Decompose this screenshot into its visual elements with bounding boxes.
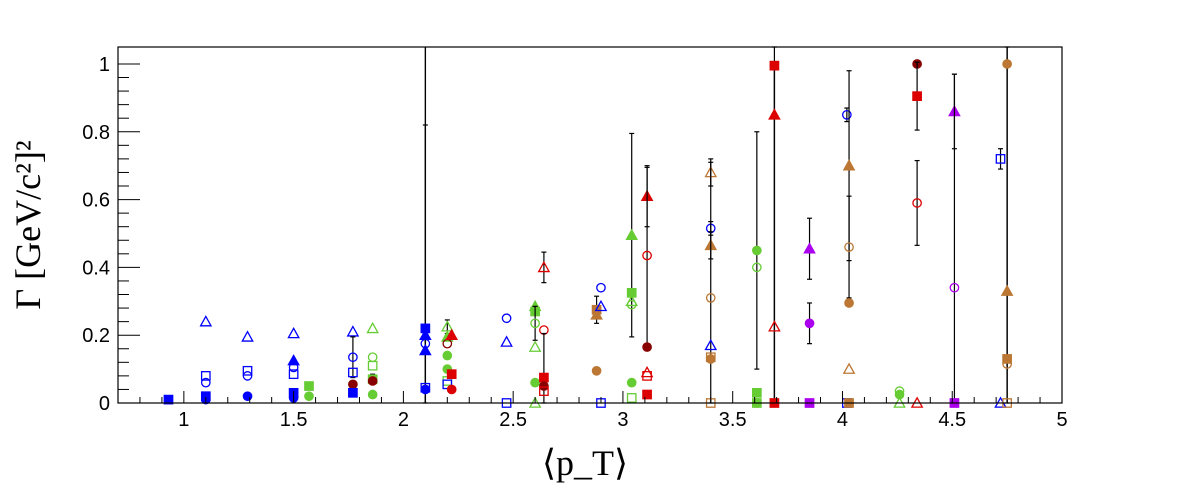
data-point-circle [501,313,512,324]
data-point-circle [596,282,606,293]
tick-labels: 1 1.5 2 2.5 3 3.5 4 4.5 5 0 0.2 0.4 0.6 0.8 1 [82,54,1067,431]
data-point-square [539,386,549,396]
y-tick-label: 0.6 [82,190,110,212]
data-point-square [642,371,652,381]
data-point-circle [705,354,716,364]
data-point-circle [367,389,378,400]
data-point-circle [626,299,637,310]
data-point-circle [348,379,358,390]
data-point-square [304,381,314,391]
data-point-circle [1002,59,1012,69]
data-point-square [348,387,358,398]
x-tick-label: 4.5 [938,409,966,431]
data-point-circle [842,109,852,120]
data-point-circle [367,352,378,363]
x-tick-label: 2 [398,409,409,431]
data-point-triangle [500,335,513,347]
data-point-square [912,91,922,102]
data-point-circle [348,352,358,363]
data-point-triangle [594,299,608,312]
data-point-triangle [346,325,360,337]
data-point-triangle [287,326,300,339]
data-point-circle [591,365,602,376]
data-point-triangle [419,343,432,356]
data-point-triangle [445,328,458,341]
data-point-circle [420,384,431,395]
data-point-triangle [768,108,781,120]
data-point-triangle [803,242,816,254]
data-point-triangle [842,159,856,171]
data-point-triangle [287,354,300,366]
data-point-circle [200,377,211,388]
data-point-square [446,369,457,380]
data-point-triangle [241,330,254,342]
data-point-square [626,393,637,403]
data-point-circle [642,250,652,261]
y-tick-label: 0.2 [82,325,110,347]
data-point-circle [288,362,299,373]
data-point-circle [642,342,652,352]
data-point-square [200,371,211,381]
data-points [163,46,1014,408]
data-point-triangle [768,320,781,332]
data-point-triangle [590,308,603,320]
data-point-triangle [704,338,718,351]
data-point-triangle [842,362,856,374]
x-tick-label: 1 [178,409,189,431]
data-point-circle [539,381,549,391]
y-tick-label: 0.8 [82,122,110,144]
data-point-circle [304,391,314,402]
data-point-square [1002,354,1012,364]
data-point-square [995,154,1006,164]
data-point-square [163,394,174,405]
x-tick-label: 2.5 [499,409,527,431]
data-point-triangle [528,340,542,352]
data-point-square [539,372,549,383]
x-tick-label: 4 [837,409,848,431]
x-tick-label: 3 [617,409,628,431]
data-point-circle [912,198,922,208]
data-point-circle [844,242,854,252]
y-axis-title: Γ [GeV/c²]² [8,140,48,309]
x-tick-label: 5 [1056,409,1067,431]
data-point-circle [949,282,960,293]
data-point-circle [705,293,716,303]
data-point-circle [530,318,540,329]
data-point-square [367,360,378,371]
data-point-triangle [199,315,213,327]
data-point-circle [242,391,253,402]
y-tick-label: 1 [99,54,110,76]
data-point-circle [367,376,378,386]
data-point-circle [626,377,637,388]
data-point-circle [242,371,253,381]
data-point-square [642,389,652,400]
data-point-circle [446,384,457,395]
data-point-circle [442,350,453,361]
y-tick-label: 0 [99,393,110,415]
x-axis-title: ⟨p_T⟩ [542,443,628,483]
data-point-square [348,367,358,378]
data-point-triangle [1000,284,1014,296]
data-point-circle [804,318,815,329]
axis-ticks [117,63,1063,404]
x-tick-label: 3.5 [719,409,747,431]
data-point-triangle [625,228,639,240]
data-point-triangle [366,321,379,334]
data-point-circle [751,262,762,273]
data-point-square [288,369,299,380]
data-point-circle [530,377,540,388]
plot-frame [117,46,1063,404]
data-point-square [769,60,780,71]
data-point-circle [751,245,762,256]
data-point-triangle [537,260,551,273]
y-tick-label: 0.4 [82,257,110,279]
data-point-square [242,365,253,376]
x-tick-label: 1.5 [280,409,308,431]
data-point-square [751,387,762,398]
data-point-circle [844,298,854,308]
data-point-circle [1002,359,1012,369]
